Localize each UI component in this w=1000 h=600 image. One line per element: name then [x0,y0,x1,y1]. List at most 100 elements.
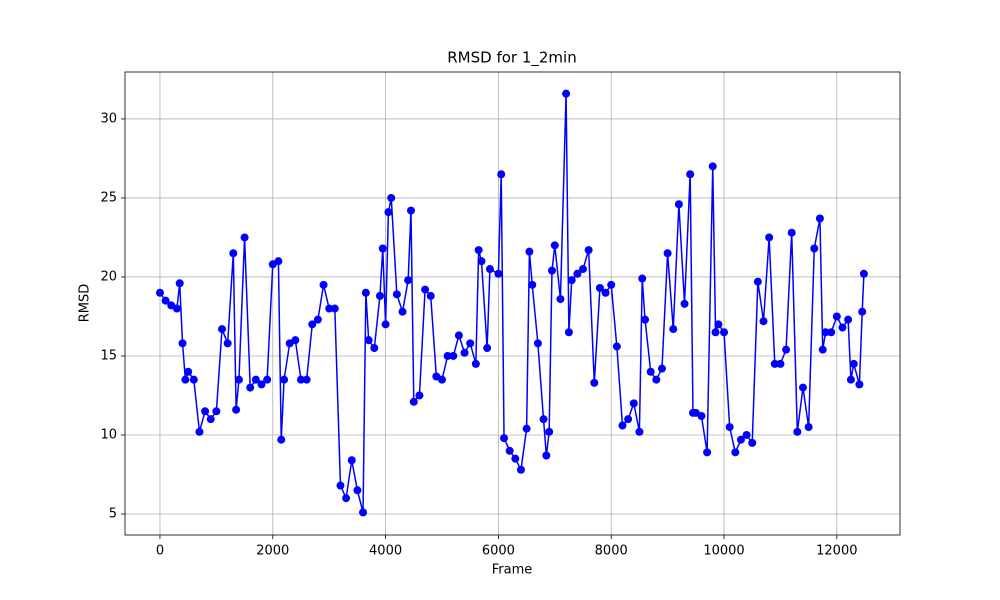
data-point [697,412,706,421]
data-point [155,288,164,297]
data-point [277,435,286,444]
x-tick-label: 6000 [482,544,515,559]
data-point [240,233,249,242]
data-point [742,430,751,439]
data-point [353,486,362,495]
data-point [849,359,858,368]
data-point [736,435,745,444]
data-point [404,276,413,285]
data-point [370,344,379,353]
plot-frame [124,71,901,536]
data-point [406,206,415,215]
data-point [296,375,305,384]
data-point [753,277,762,286]
data-point [361,288,370,297]
data-point [708,162,717,171]
data-point [347,456,356,465]
data-point [234,375,243,384]
data-point [550,241,559,250]
data-point [483,344,492,353]
x-tick-label: 4000 [369,544,402,559]
data-point [573,269,582,278]
data-point [375,291,384,300]
data-point [844,315,853,324]
data-point [525,247,534,256]
data-point [398,307,407,316]
data-point [409,397,418,406]
data-point [669,325,678,334]
data-point [443,351,452,360]
data-point [474,246,483,255]
data-point [229,249,238,258]
data-point [466,339,475,348]
data-point [657,364,666,373]
data-point [421,285,430,294]
data-point [330,304,339,313]
data-point [378,244,387,253]
data-point [437,375,446,384]
data-point [725,423,734,432]
x-axis-label: Frame [492,563,533,578]
data-point [635,427,644,436]
y-tick-label: 10 [100,427,117,442]
data-point [720,328,729,337]
data-point [184,367,193,376]
data-point [325,304,334,313]
data-point [336,481,345,490]
data-point [319,280,328,289]
x-tick-label: 10000 [703,544,744,559]
data-point [584,246,593,255]
data-point [859,269,868,278]
data-point [782,345,791,354]
data-point [392,290,401,299]
data-point [624,415,633,424]
data-point [500,434,509,443]
data-point [590,378,599,387]
data-point [663,249,672,258]
data-point [212,407,221,416]
data-point [172,304,181,313]
y-tick-label: 30 [100,111,117,126]
data-point [384,208,393,217]
data-point [804,423,813,432]
data-point [449,351,458,360]
data-point [714,320,723,329]
data-point [711,328,720,337]
data-point [189,375,198,384]
data-point [539,415,548,424]
data-point [821,328,830,337]
data-point [770,359,779,368]
data-point [765,233,774,242]
data-point [827,328,836,337]
data-point [497,170,506,179]
data-point [257,380,266,389]
data-point [364,336,373,345]
data-point [703,448,712,457]
data-point [291,336,300,345]
data-point [460,348,469,357]
data-point [274,257,283,266]
data-point [607,280,616,289]
data-point [612,342,621,351]
data-point [471,359,480,368]
data-point [494,269,503,278]
data-point [308,320,317,329]
data-point [381,320,390,329]
data-point [542,451,551,460]
data-point [195,427,204,436]
y-axis-label: RMSD [78,284,93,323]
data-point [201,407,210,416]
data-point [680,299,689,308]
data-point [595,284,604,293]
data-point [511,454,520,463]
data-point [415,391,424,400]
data-point [522,424,531,433]
data-point [302,375,311,384]
data-point [832,312,841,321]
data-point [223,339,232,348]
data-point [313,315,322,324]
data-point [776,359,785,368]
data-point [629,399,638,408]
y-tick-label: 20 [100,269,117,284]
